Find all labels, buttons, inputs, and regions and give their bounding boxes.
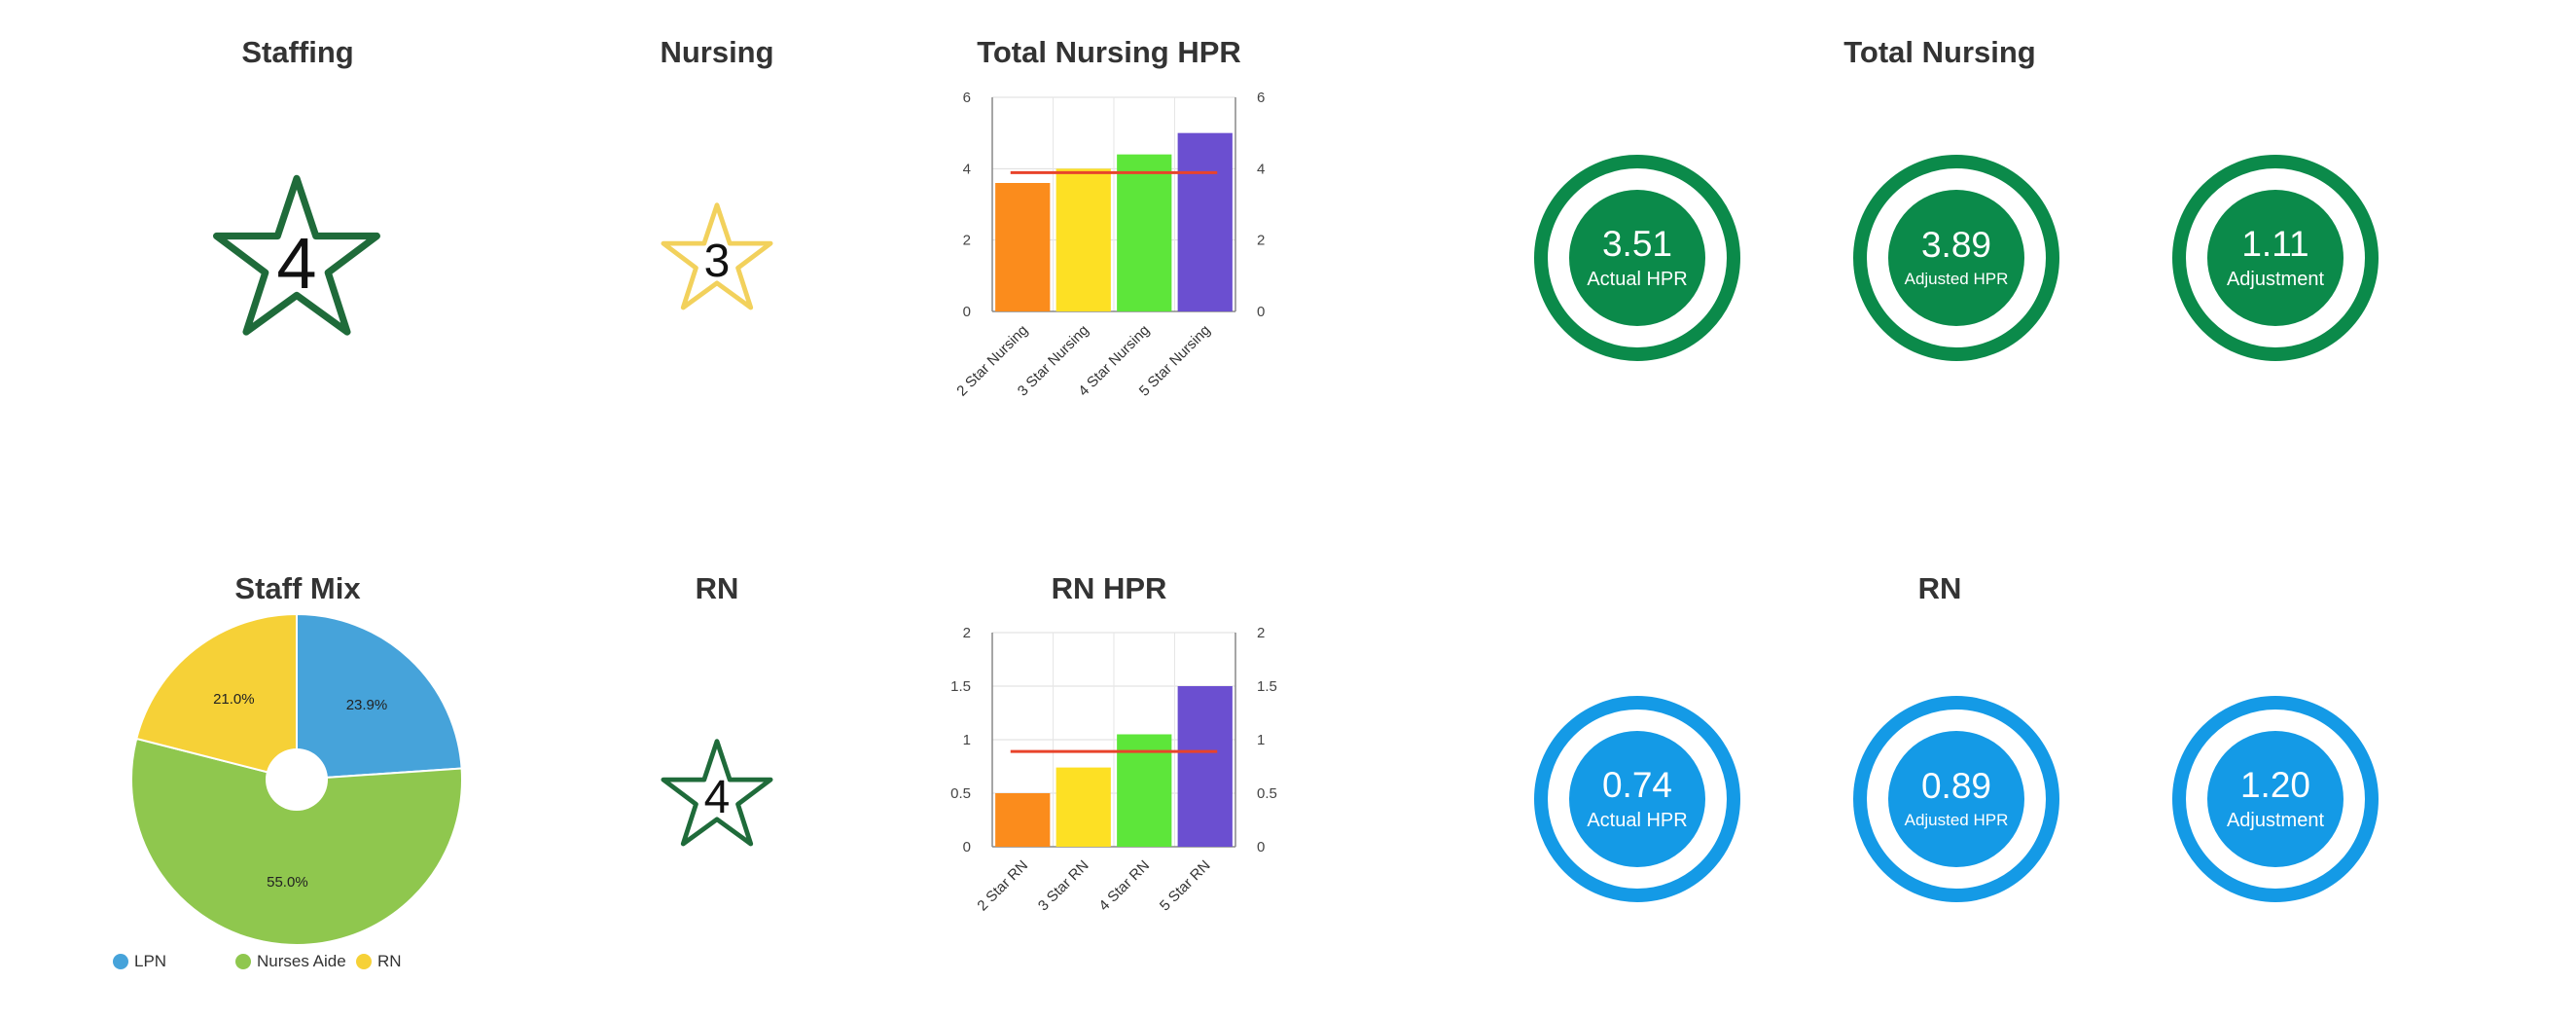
- nursing-title: Nursing: [660, 35, 774, 69]
- pie-slice: [130, 737, 463, 946]
- staff-mix-legend: LPN Nurses Aide RN: [113, 952, 402, 971]
- y-tick-label: 4: [963, 161, 971, 177]
- bar: [1055, 168, 1111, 311]
- y-tick-label: 1: [963, 732, 971, 748]
- category-label: 5 Star RN: [1157, 857, 1214, 915]
- rn-hpr-title: RN HPR: [1051, 571, 1167, 605]
- rn-rating: 4: [703, 772, 731, 823]
- star-icon: [661, 739, 773, 847]
- total-nursing-title: Total Nursing: [1843, 35, 2036, 69]
- y-tick-label: 0: [963, 839, 971, 855]
- legend-swatch: [113, 954, 128, 969]
- staff-mix-pie-chart: 23.9% 55.0% 21.0%: [130, 612, 463, 946]
- staff-mix-title: Staff Mix: [234, 571, 361, 605]
- kpi-value: 0.74: [1601, 764, 1672, 805]
- kpi-label: Adjusted HPR: [1904, 270, 2009, 289]
- pie-slice: [135, 612, 298, 782]
- total-nursing-hpr-title: Total Nursing HPR: [977, 35, 1241, 69]
- kpi-value: 3.51: [1601, 223, 1672, 264]
- legend-swatch: [356, 954, 372, 969]
- kpi-ring-center: 0.74 Actual HPR: [1569, 731, 1705, 867]
- nursing-star: 3: [659, 201, 775, 313]
- staffing-rating: 4: [276, 223, 317, 304]
- rn-title: RN: [695, 571, 739, 605]
- category-label: 2 Star RN: [974, 857, 1031, 915]
- pie-slice-label: 55.0%: [267, 874, 308, 891]
- y-tick-label: 0: [1257, 839, 1265, 855]
- y-tick-label: 0.5: [950, 785, 971, 802]
- y-tick-label: 1: [1257, 732, 1265, 748]
- nursing-rating: 3: [703, 236, 731, 287]
- pie-slice-label: 23.9%: [346, 697, 388, 713]
- legend-swatch: [235, 954, 251, 969]
- kpi-ring-center: 3.89 Adjusted HPR: [1888, 190, 2024, 326]
- rn-hpr-chart: 0 0.5 1 1.5 2 0 0.5 1 1.5 2 2 Star RN 3 Star RN 4 St…: [950, 625, 1277, 915]
- y-tick-label: 4: [1257, 161, 1265, 177]
- y-tick-label: 1.5: [950, 678, 971, 695]
- rn-rings-title: RN: [1917, 571, 1962, 605]
- pie-slice: [296, 612, 463, 782]
- kpi-label: Adjustment: [2226, 269, 2325, 291]
- kpi-value: 1.20: [2239, 764, 2310, 805]
- y-tick-label: 0: [963, 304, 971, 320]
- bar: [1117, 154, 1172, 311]
- staffing-star: 4: [209, 173, 384, 341]
- kpi-ring-center: 1.11 Adjustment: [2207, 190, 2343, 326]
- kpi-label: Adjustment: [2226, 810, 2325, 832]
- kpi-value: 3.89: [1920, 225, 1991, 266]
- bar: [1177, 132, 1233, 311]
- legend-item-nurses-aide: Nurses Aide: [235, 952, 356, 971]
- kpi-label: Actual HPR: [1587, 269, 1688, 291]
- legend-label: RN: [377, 952, 402, 970]
- legend-label: LPN: [134, 952, 167, 970]
- category-label: 4 Star RN: [1095, 857, 1153, 915]
- kpi-ring-center: 0.89 Adjusted HPR: [1888, 731, 2024, 867]
- legend-item-lpn: LPN: [113, 952, 235, 971]
- pie-slice-label: 21.0%: [213, 691, 255, 708]
- category-label: 3 Star RN: [1035, 857, 1092, 915]
- kpi-value: 0.89: [1920, 766, 1991, 807]
- kpi-label: Adjusted HPR: [1904, 811, 2009, 830]
- kpi-value: 1.11: [2241, 223, 2309, 264]
- kpi-label: Actual HPR: [1587, 810, 1688, 832]
- legend-item-rn: RN: [356, 952, 402, 971]
- star-icon: [661, 202, 773, 310]
- y-tick-label: 0.5: [1257, 785, 1277, 802]
- y-tick-label: 1.5: [1257, 678, 1277, 695]
- bar: [1177, 686, 1233, 847]
- y-tick-label: 2: [1257, 233, 1265, 249]
- star-icon: [212, 174, 380, 336]
- kpi-ring-center: 1.20 Adjustment: [2207, 731, 2343, 867]
- y-tick-label: 2: [963, 233, 971, 249]
- kpi-ring-center: 3.51 Actual HPR: [1569, 190, 1705, 326]
- legend-label: Nurses Aide: [257, 952, 346, 970]
- pie-hole: [266, 748, 328, 811]
- y-tick-label: 2: [963, 625, 971, 641]
- y-tick-label: 6: [1257, 90, 1265, 106]
- rn-star: 4: [659, 738, 775, 850]
- bar: [1117, 734, 1172, 847]
- bar: [1055, 767, 1111, 847]
- y-tick-label: 2: [1257, 625, 1265, 641]
- y-tick-label: 0: [1257, 304, 1265, 320]
- bar: [995, 183, 1051, 311]
- y-tick-label: 6: [963, 90, 971, 106]
- bar: [995, 793, 1051, 847]
- staffing-title: Staffing: [241, 35, 354, 69]
